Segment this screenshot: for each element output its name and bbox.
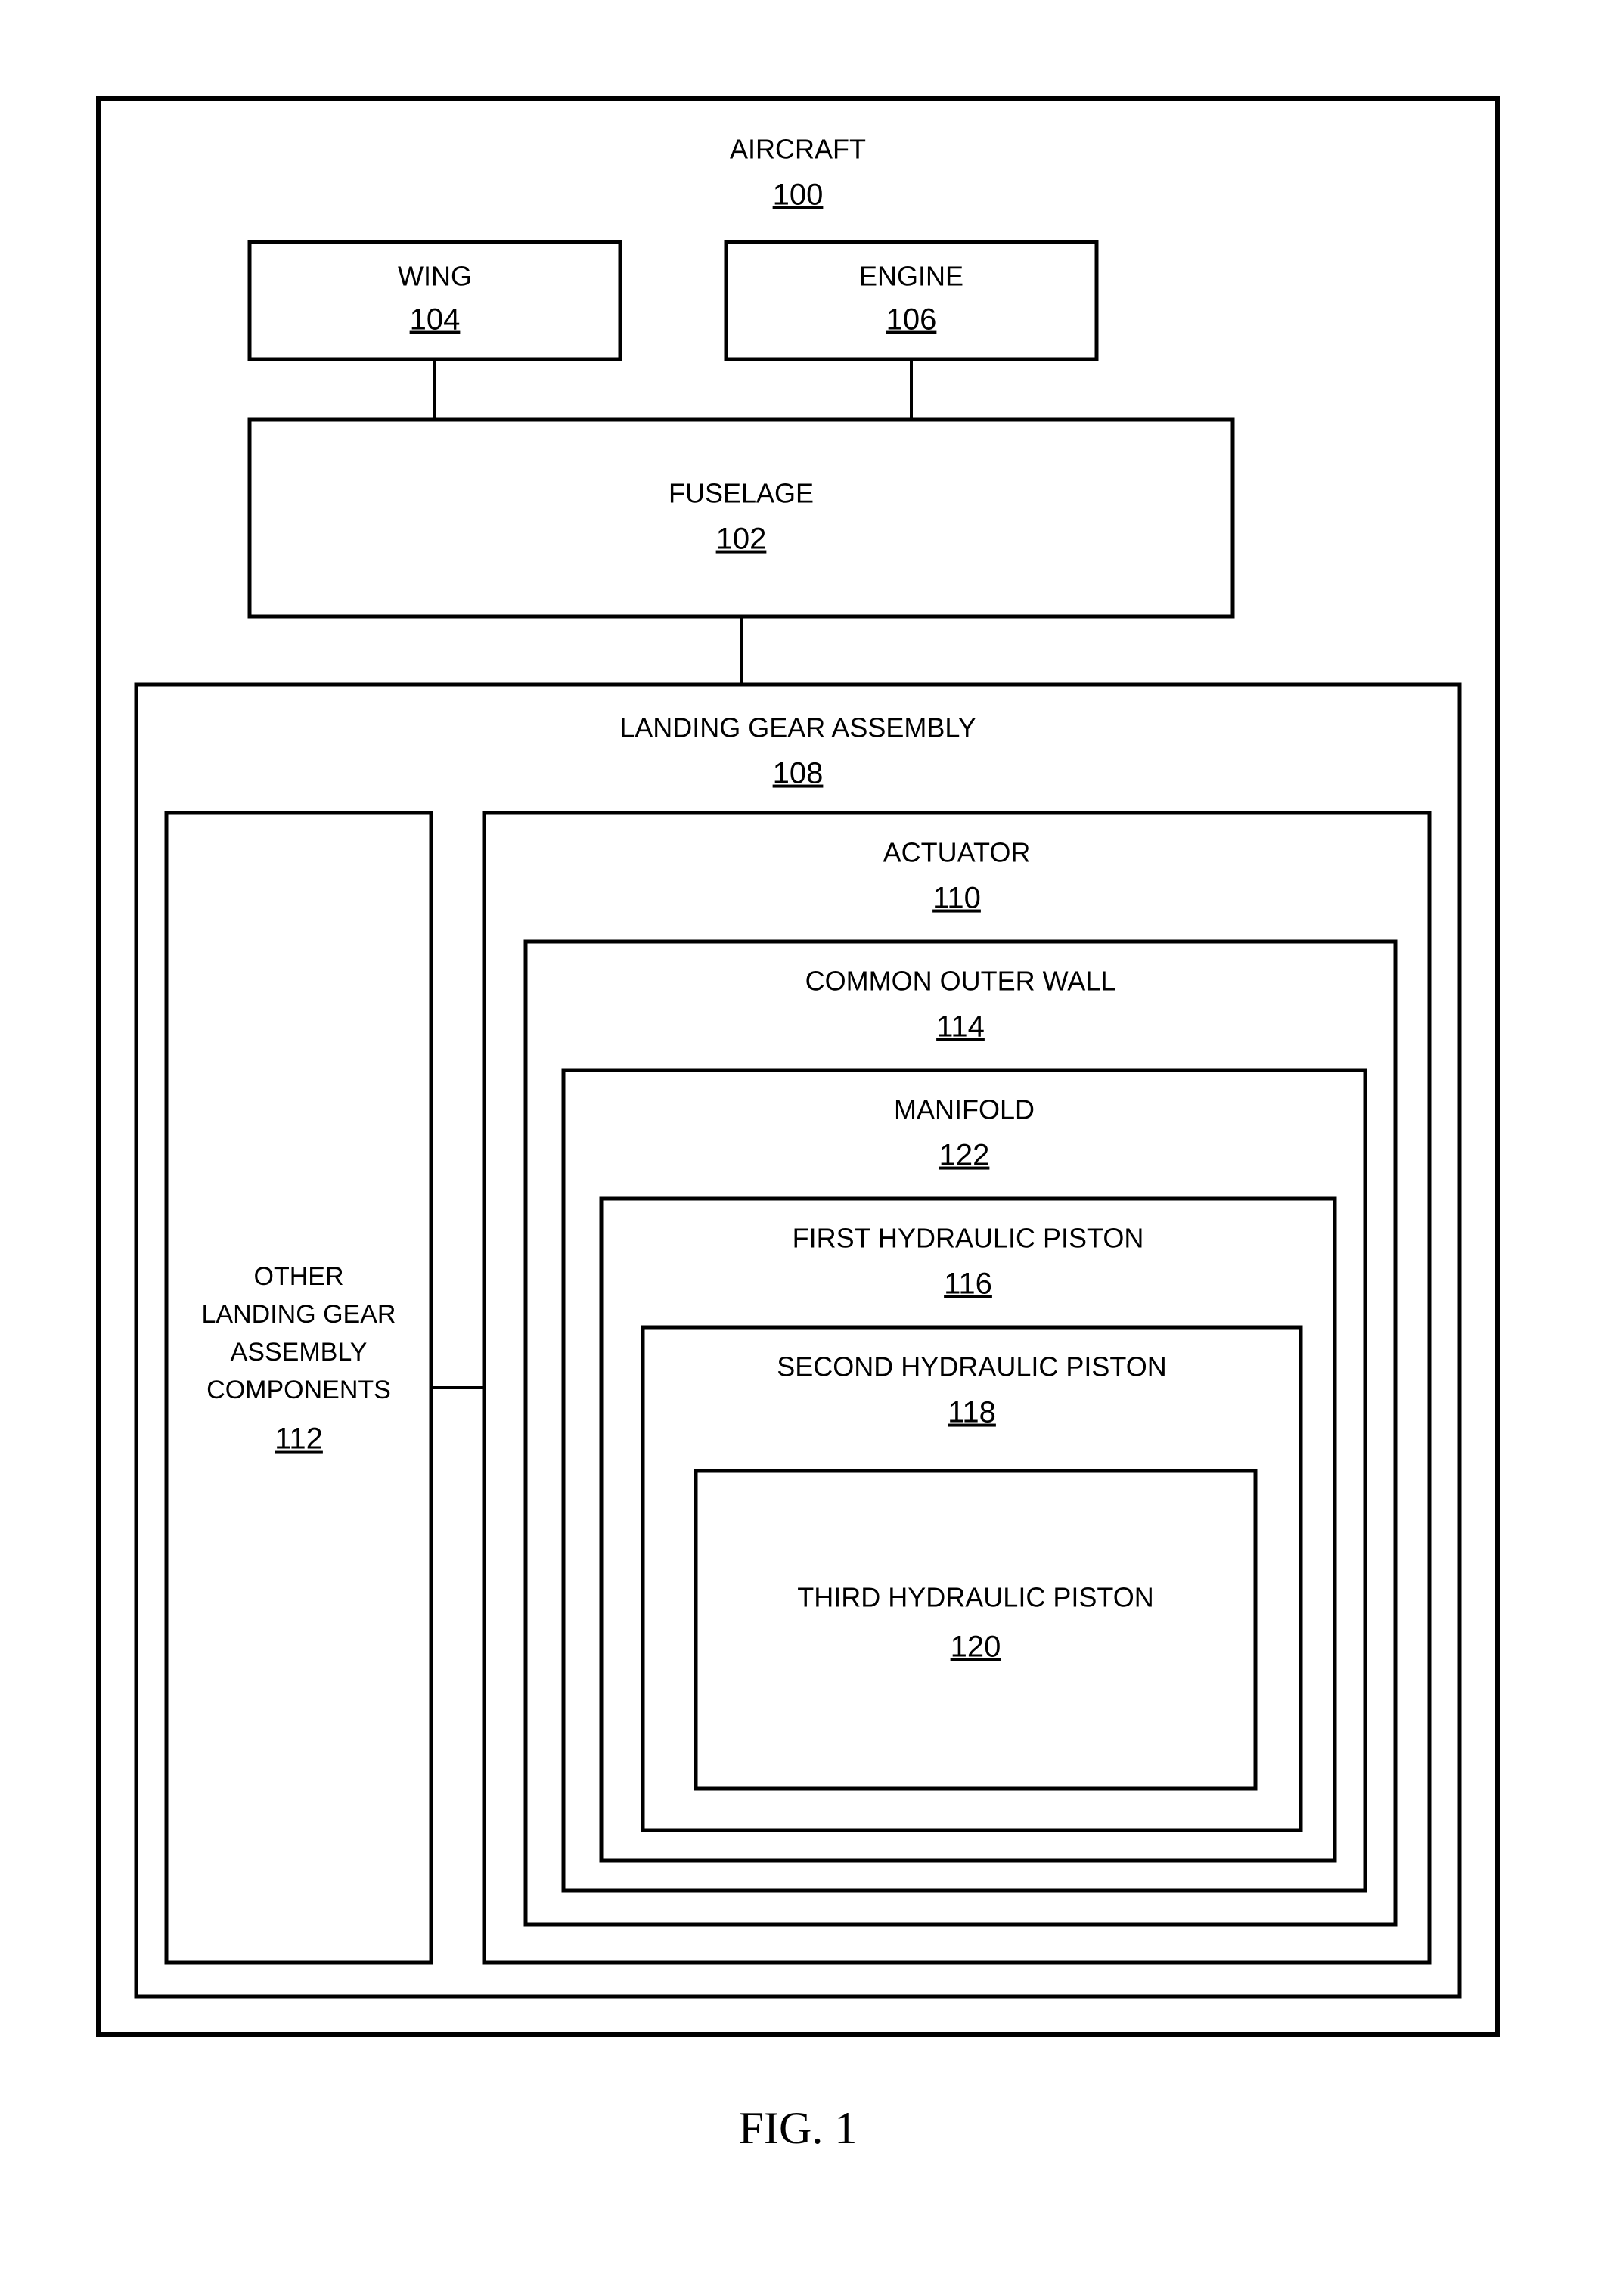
piston2-label: SECOND HYDRAULIC PISTON <box>777 1351 1166 1382</box>
actuator-number: 110 <box>932 882 981 915</box>
wall-number: 114 <box>936 1010 985 1044</box>
wing-number: 104 <box>410 303 461 337</box>
other-components-line4: COMPONENTS <box>206 1376 391 1404</box>
aircraft-label: AIRCRAFT <box>730 134 866 165</box>
piston3-number: 120 <box>951 1630 1001 1664</box>
engine-number: 106 <box>886 303 937 337</box>
figure-caption: FIG. 1 <box>739 2103 858 2153</box>
fuselage-box <box>250 420 1233 616</box>
other-components-number: 112 <box>275 1423 323 1456</box>
engine-label: ENGINE <box>859 261 963 292</box>
wall-label: COMMON OUTER WALL <box>805 966 1116 997</box>
actuator-label: ACTUATOR <box>883 837 1031 868</box>
piston3-label: THIRD HYDRAULIC PISTON <box>797 1582 1153 1613</box>
wing-box <box>250 242 620 359</box>
wing-label: WING <box>398 261 472 292</box>
piston2-number: 118 <box>948 1396 996 1429</box>
fuselage-label: FUSELAGE <box>669 478 814 509</box>
piston1-number: 116 <box>944 1267 992 1301</box>
piston1-label: FIRST HYDRAULIC PISTON <box>793 1223 1144 1254</box>
other-components-line1: OTHER <box>254 1262 344 1291</box>
aircraft-number: 100 <box>773 178 824 212</box>
other-components-line2: LANDING GEAR <box>202 1300 396 1329</box>
lga-number: 108 <box>773 757 824 790</box>
engine-box <box>726 242 1097 359</box>
fuselage-number: 102 <box>716 523 767 556</box>
other-components-line3: ASSEMBLY <box>231 1338 368 1367</box>
lga-label: LANDING GEAR ASSEMBLY <box>619 712 976 743</box>
manifold-number: 122 <box>939 1139 990 1172</box>
manifold-label: MANIFOLD <box>894 1094 1035 1125</box>
